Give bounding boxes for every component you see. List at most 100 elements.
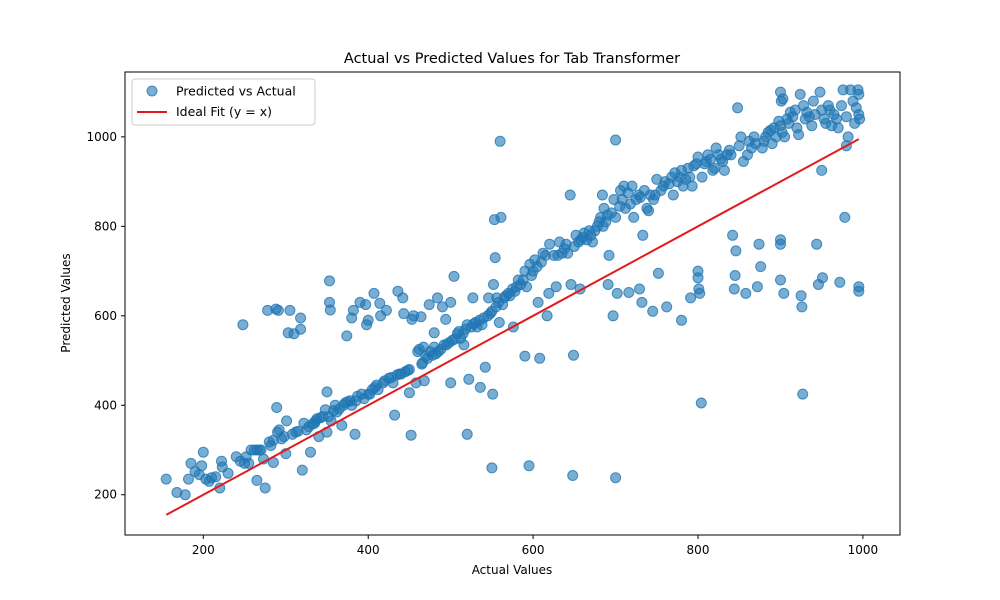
scatter-point <box>626 180 638 192</box>
scatter-point <box>692 265 704 277</box>
y-tick-label: 200 <box>94 488 117 502</box>
scatter-point <box>222 467 234 479</box>
scatter-point <box>295 312 307 324</box>
scatter-point <box>740 287 752 299</box>
scatter-point <box>389 409 401 421</box>
x-tick-label: 400 <box>357 543 380 557</box>
scatter-point <box>463 373 475 385</box>
scatter-point <box>685 292 697 304</box>
scatter-point <box>684 171 696 183</box>
plot-frame <box>124 71 901 536</box>
scatter-point <box>686 180 698 192</box>
scatter-point <box>403 387 415 399</box>
scatter-point <box>544 238 556 250</box>
scatter-point <box>732 102 744 114</box>
scatter-point <box>532 296 544 308</box>
scatter-point <box>778 287 790 299</box>
scatter-point <box>324 275 335 287</box>
scatter-point <box>603 249 615 261</box>
scatter-point <box>811 238 823 250</box>
legend-scatter-marker <box>146 85 158 97</box>
legend: Predicted vs Actual Ideal Fit (y = x) <box>131 78 316 126</box>
x-tick-label: 600 <box>522 543 545 557</box>
scatter-point <box>634 283 645 295</box>
scatter-point <box>284 304 296 316</box>
scatter-point <box>729 270 741 281</box>
scatter-point <box>423 299 435 311</box>
scatter-point <box>259 482 271 494</box>
scatter-point <box>341 330 353 342</box>
scatter-point <box>432 292 443 304</box>
legend-box <box>131 78 316 126</box>
scatter-point <box>568 349 579 361</box>
scatter-point <box>403 364 415 375</box>
scatter-point <box>611 287 623 299</box>
scatter-point <box>445 296 457 308</box>
scatter-point <box>565 279 577 290</box>
y-axis-ticks: 200 400 600 800 1000 <box>86 130 125 502</box>
scatter-point <box>494 135 506 147</box>
scatter-point <box>541 310 553 322</box>
scatter-point <box>271 402 283 413</box>
y-tick-label: 600 <box>94 309 117 323</box>
scatter-point <box>160 473 172 485</box>
y-tick-label: 400 <box>94 398 117 412</box>
scatter-point <box>755 261 767 273</box>
scatter-point <box>550 281 562 293</box>
scatter-point <box>636 296 648 308</box>
scatter-point <box>415 311 427 323</box>
scatter-point <box>751 281 763 293</box>
scatter-point <box>587 236 598 248</box>
scatter-point <box>834 276 846 288</box>
scatter-point <box>448 270 460 282</box>
scatter-point <box>730 245 742 257</box>
scatter-point <box>853 88 865 100</box>
scatter-point <box>806 120 818 132</box>
y-axis-label: Predicted Values <box>59 253 73 352</box>
scatter-point <box>479 361 491 373</box>
scatter-point <box>562 247 574 259</box>
scatter-point <box>523 460 535 472</box>
scatter-point <box>349 428 361 440</box>
scatter-point <box>832 122 844 134</box>
scatter-point <box>243 457 255 469</box>
scatter-point <box>836 100 847 112</box>
scatter-point <box>295 323 307 335</box>
scatter-point <box>564 189 576 201</box>
scatter-point <box>695 397 707 409</box>
scatter-point <box>374 297 386 309</box>
scatter-point <box>795 290 807 302</box>
y-tick-label: 800 <box>94 219 117 233</box>
x-tick-label: 800 <box>687 543 710 557</box>
scatter-point <box>397 292 409 304</box>
scatter-point <box>753 238 765 250</box>
scatter-point <box>647 305 659 317</box>
scatter-point <box>296 464 308 476</box>
scatter-point <box>794 88 806 100</box>
scatter-point <box>440 313 452 325</box>
scatter-point <box>623 287 635 298</box>
scatter-point <box>628 211 640 223</box>
scatter-point <box>607 310 619 322</box>
scatter-point <box>324 304 336 316</box>
scatter-point <box>534 352 546 364</box>
scatter-point <box>197 446 209 458</box>
scatter-point <box>255 444 267 456</box>
scatter-point <box>543 287 555 299</box>
scatter-point <box>779 131 791 143</box>
scatter-point <box>368 287 380 299</box>
scatter-point <box>775 238 786 250</box>
scatter-point <box>179 489 191 501</box>
chart-title: Actual vs Predicted Values for Tab Trans… <box>344 51 680 67</box>
scatter-point <box>251 474 263 486</box>
x-axis-ticks: 200 400 600 800 1000 <box>192 535 878 557</box>
scatter-point <box>718 164 730 176</box>
scatter-point <box>777 93 789 105</box>
scatter-point <box>183 473 194 485</box>
scatter-point <box>486 462 498 474</box>
scatter-point <box>360 299 372 311</box>
scatter-point <box>405 429 417 441</box>
scatter-point <box>610 134 622 146</box>
scatter-point <box>817 272 828 284</box>
